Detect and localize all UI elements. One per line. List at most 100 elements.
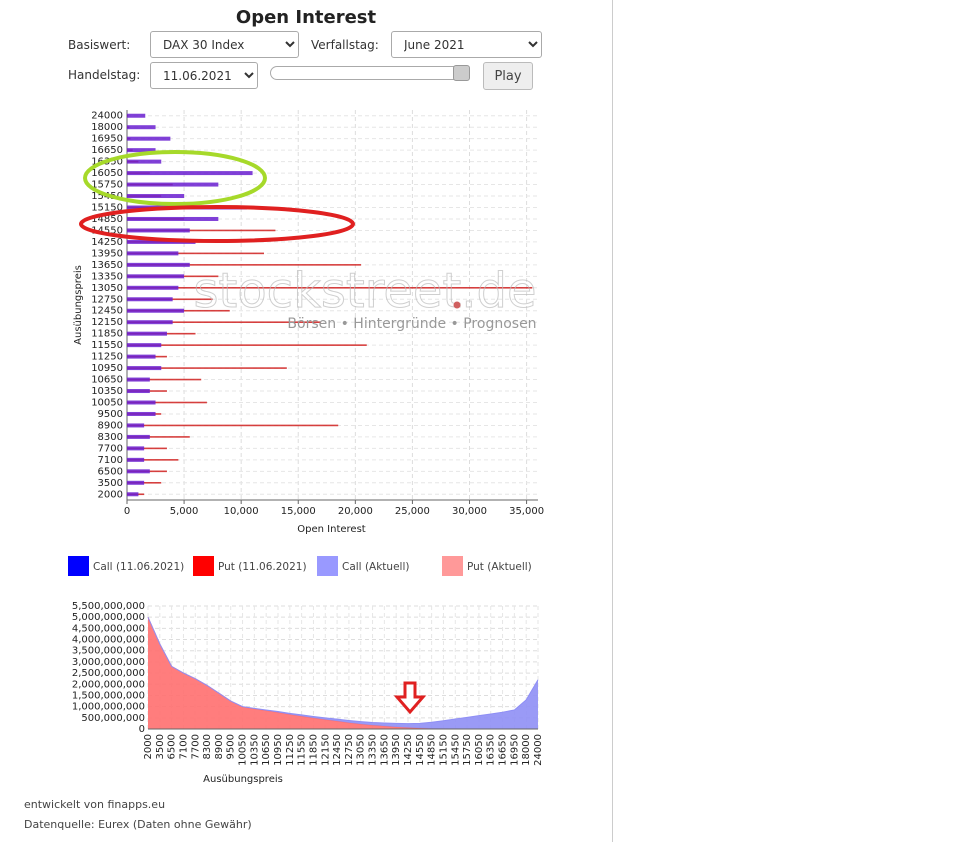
y-tick-label: 11850 [91,329,123,340]
x-tick-label: 10950 [273,734,284,766]
bar [127,366,162,371]
area-fill [148,617,538,729]
x-axis-title: Open Interest [297,524,366,535]
x-tick-label: 13350 [368,734,379,766]
date-slider[interactable] [270,65,470,81]
bar [127,331,167,336]
bar [127,401,207,404]
y-tick-label: 14550 [91,225,123,236]
verfallstag-select[interactable]: June 2021 [391,31,542,58]
label: Verfallstag: [311,38,379,52]
bar [127,447,167,450]
legend-swatch [442,556,463,576]
bar [127,389,150,394]
y-tick-label: 13650 [91,260,123,271]
bar [127,216,219,221]
label: Basiswert: [68,38,131,52]
x-tick-label: 14550 [415,734,426,766]
bar [127,136,171,141]
y-tick-label: 11250 [91,352,123,363]
y-tick-label: 13350 [91,271,123,282]
bar [127,424,339,427]
bar [127,148,156,153]
x-tick-label: 24000 [533,734,544,766]
basiswert-select[interactable]: DAX 30 Index [150,31,299,58]
footer-source: Datenquelle: Eurex (Daten ohne Gewähr) [24,818,252,831]
y-tick-label: 16950 [91,134,123,145]
watermark-tagline: Börsen • Hintergründe • Prognosen [287,316,536,332]
bar [127,262,190,267]
legend: Call (11.06.2021) Put (11.06.2021) Call (A… [68,556,532,576]
x-tick-label: 12450 [332,734,343,766]
x-tick-label: 7700 [190,734,201,759]
watermark-brand: stockstreet.de [193,263,536,319]
y-tick-label: 3500 [98,478,123,489]
bar [127,113,146,118]
x-tick-label: 7100 [178,734,189,759]
open-interest-chart: 0 5,000 10,000 15,000 20,000 25,000 30,000 35,0… [73,110,544,535]
x-tick-label: 11850 [308,734,319,766]
bar [127,343,162,348]
y-tick-label: 10650 [91,375,123,386]
bar [127,469,150,474]
x-tick-label: 6500 [167,734,178,759]
x-tick-label: 11250 [285,734,296,766]
y-tick-label: 10950 [91,363,123,374]
x-tick-label: 35,000 [509,506,544,517]
bar [127,274,185,279]
handelstag-select[interactable]: 11.06.2021 [150,62,258,89]
x-tick-label: 10,000 [224,506,259,517]
x-tick-label: 10050 [238,734,249,766]
bar [127,171,253,176]
x-tick-label: 30,000 [452,506,487,517]
x-tick-label: 16950 [509,734,520,766]
bar [127,321,322,324]
bar [127,264,362,266]
bar [127,378,202,381]
x-tick-label: 11550 [297,734,308,766]
bar [127,182,219,187]
bar [127,228,190,233]
y-tick-label: 500,000,000 [81,713,145,724]
y-tick-label: 14850 [91,214,123,225]
bar [127,252,264,255]
x-tick-label: 14250 [403,734,414,766]
area-line [147,616,539,725]
play-button[interactable]: Play [483,62,533,90]
x-tick-label: 8900 [214,734,225,759]
slider-knob[interactable] [453,65,470,81]
y-tick-label: 16650 [91,145,123,156]
y-tick-label: 24000 [91,111,123,122]
watermark-dot [453,301,461,309]
x-tick-label: 16350 [486,734,497,766]
bar [127,457,145,462]
bar [127,480,145,485]
y-tick-label: 1,500,000,000 [72,690,145,701]
x-tick-label: 15,000 [281,506,316,517]
bar [127,125,156,130]
bar [127,285,179,290]
x-tick-label: 13950 [391,734,402,766]
bar [127,344,367,346]
y-tick-label: 14250 [91,237,123,248]
y-tick-label: 16050 [91,168,123,179]
x-tick-label: 13650 [379,734,390,766]
bar [127,297,173,302]
bar [127,159,162,164]
y-tick-label: 3,000,000,000 [72,657,145,668]
legend-swatch [193,556,214,576]
bar [127,320,173,325]
y-tick-label: 7700 [98,443,123,454]
x-tick-label: 15450 [450,734,461,766]
legend-label: Put (11.06.2021) [218,561,307,573]
x-tick-label: 9500 [226,734,237,759]
x-tick-label: 10650 [261,734,272,766]
x-tick-label: 12150 [320,734,331,766]
x-tick-label: 10350 [249,734,260,766]
y-tick-label: 0 [139,724,145,735]
y-tick-label: 6500 [98,466,123,477]
x-tick-label: 2000 [143,734,154,759]
max-pain-chart: 0500,000,0001,000,000,0001,500,000,0002,… [72,601,544,785]
